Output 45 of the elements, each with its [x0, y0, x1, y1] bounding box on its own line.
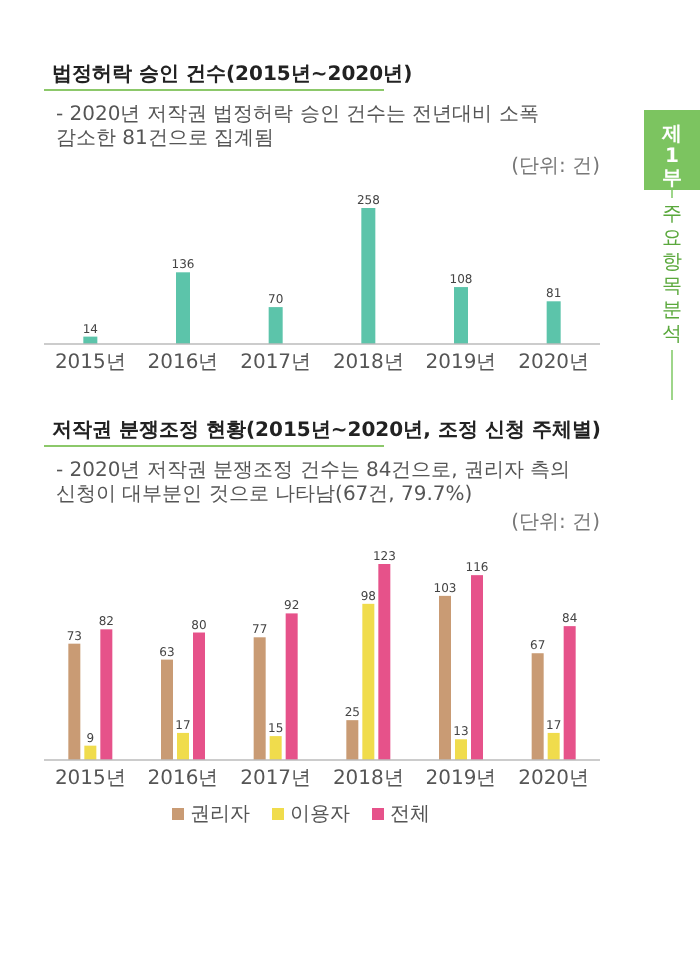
- bar: [547, 732, 560, 760]
- bar: [361, 208, 376, 344]
- x-tick-label: 2018년: [332, 352, 404, 374]
- bar: [100, 629, 113, 760]
- sidebar: 제1부 주요항목분석: [644, 110, 700, 401]
- bar: [269, 736, 282, 760]
- chart-title: 저작권 분쟁조정 현황(2015년~2020년, 조정 신청 주체별): [52, 420, 601, 442]
- bar: [84, 745, 97, 760]
- bar: [471, 575, 483, 760]
- x-tick-label: 2018년: [332, 768, 404, 790]
- bar: [68, 643, 81, 760]
- bar: [176, 272, 190, 344]
- bar: [285, 613, 298, 760]
- bar: [454, 287, 468, 344]
- bar: [161, 659, 173, 760]
- x-tick-label: 2016년: [147, 352, 219, 374]
- x-tick-label: 2020년: [518, 352, 590, 374]
- bar: [563, 626, 576, 760]
- x-tick-label: 2016년: [147, 768, 219, 790]
- bar: [439, 595, 451, 760]
- legend-label: 전체: [390, 804, 430, 826]
- x-tick-label: 2017년: [240, 352, 312, 374]
- bar: [346, 720, 359, 760]
- text: (단위: 건): [511, 156, 601, 178]
- x-tick-label: 2015년: [54, 768, 126, 790]
- chart-subtitle: - 2020년 저작권 법정허락 승인 건수는 전년대비 소폭 감소한 81건으로 집계됨: [56, 104, 539, 150]
- x-tick-label: 2019년: [425, 768, 497, 790]
- text: (단위: 건): [511, 512, 601, 534]
- x-tick-label: 2019년: [425, 352, 497, 374]
- chart-title: 법정허락 승인 건수(2015년~2020년): [52, 64, 413, 86]
- x-tick-label: 2017년: [240, 768, 312, 790]
- x-tick-label: 2015년: [54, 352, 126, 374]
- bar: [362, 603, 375, 760]
- bar: [177, 732, 189, 760]
- bar: [531, 653, 544, 760]
- bar: [193, 632, 205, 760]
- chart-subtitle: - 2020년 저작권 분쟁조정 건수는 84건으로, 권리자 측의 신청이 대부분인 것으로 나타남(67건, 79.7%): [56, 460, 571, 506]
- legend-label: 이용자: [290, 804, 350, 826]
- bar: [268, 307, 283, 344]
- bar: [546, 301, 561, 344]
- x-tick-label: 2020년: [518, 768, 590, 790]
- bar: [455, 739, 467, 760]
- bar: [253, 637, 266, 760]
- bar: [378, 564, 391, 760]
- legend-label: 권리자: [190, 804, 250, 826]
